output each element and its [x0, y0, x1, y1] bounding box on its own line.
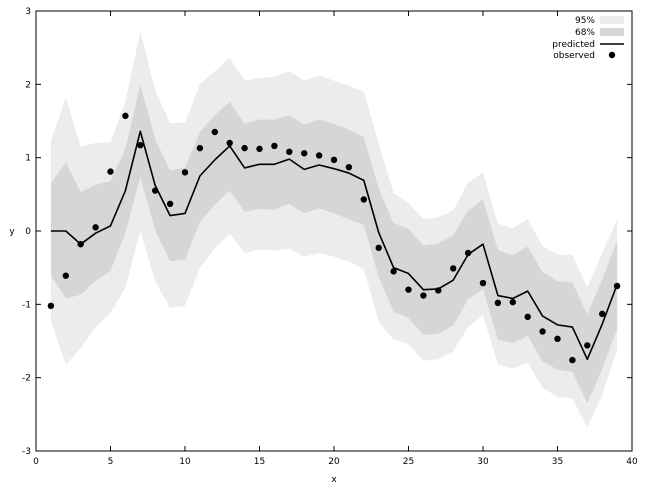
observed-point — [226, 139, 233, 147]
observed-point — [464, 249, 472, 257]
x-tick-label: 25 — [403, 457, 414, 467]
legend-label: 68% — [575, 28, 595, 38]
observed-point — [301, 150, 308, 157]
observed-point — [524, 313, 531, 320]
observed-point — [435, 287, 442, 294]
predicted-series — [50, 130, 618, 361]
observed-point — [152, 187, 159, 194]
y-axis-label: y — [9, 227, 15, 237]
observed-point — [92, 224, 99, 231]
observed-point — [360, 196, 367, 203]
observed-point — [345, 164, 353, 171]
x-tick-label: 15 — [254, 457, 265, 467]
observed-point — [286, 148, 293, 155]
x-tick-label: 20 — [328, 457, 340, 467]
observed-point — [211, 128, 218, 136]
legend-swatch-observed — [608, 51, 616, 59]
observed-point — [420, 292, 427, 299]
y-tick-label: 0 — [25, 227, 31, 237]
observed-point — [256, 145, 263, 153]
x-tick-label: 40 — [626, 457, 638, 467]
x-tick-label: 0 — [33, 457, 39, 467]
x-tick-label: 5 — [108, 457, 114, 467]
observed-point — [166, 200, 174, 208]
x-axis-label: x — [331, 475, 337, 485]
observed-point — [375, 244, 382, 252]
observed-point — [137, 142, 144, 149]
observed-point — [47, 302, 55, 309]
observed-point — [241, 144, 248, 152]
legend-swatch-68 — [600, 28, 624, 36]
observed-point — [62, 272, 69, 279]
observed-point — [390, 268, 397, 275]
y-tick-label: 1 — [25, 154, 31, 164]
observed-point — [315, 152, 323, 159]
y-axis: -3 -2 -1 0 1 2 3 — [22, 7, 632, 457]
observed-point — [613, 282, 621, 290]
observed-point — [509, 298, 516, 306]
y-tick-label: -3 — [22, 447, 31, 457]
confidence-bands — [50, 31, 618, 428]
observed-point — [77, 241, 84, 248]
legend-label: observed — [553, 51, 595, 61]
observed-point — [539, 328, 546, 335]
observed-point — [122, 112, 129, 120]
observed-point — [330, 156, 338, 164]
x-tick-label: 10 — [179, 457, 191, 467]
x-tick-label: 30 — [477, 457, 489, 467]
legend-label: predicted — [552, 40, 595, 50]
legend-swatch-95 — [600, 16, 624, 24]
observed-point — [554, 335, 561, 342]
x-axis: 0 5 10 15 20 25 30 35 40 — [33, 11, 638, 467]
observed-point — [181, 169, 189, 176]
observed-point — [569, 356, 576, 364]
x-tick-label: 35 — [552, 457, 563, 467]
y-tick-label: 3 — [25, 7, 31, 17]
y-tick-label: 2 — [25, 80, 31, 90]
observed-point — [584, 342, 591, 349]
observed-point — [196, 144, 204, 152]
observed-point — [271, 142, 278, 150]
observed-point — [479, 279, 487, 287]
observed-point — [450, 265, 457, 272]
observed-series — [47, 112, 621, 364]
observed-point — [107, 168, 114, 175]
band-68 — [50, 84, 618, 404]
y-tick-label: -1 — [22, 300, 31, 310]
observed-point — [494, 299, 502, 307]
observed-point — [599, 310, 606, 318]
y-tick-label: -2 — [22, 374, 31, 384]
observed-point — [405, 286, 412, 293]
predicted-line — [50, 130, 618, 361]
band-95 — [50, 31, 618, 428]
legend-label: 95% — [575, 16, 595, 26]
